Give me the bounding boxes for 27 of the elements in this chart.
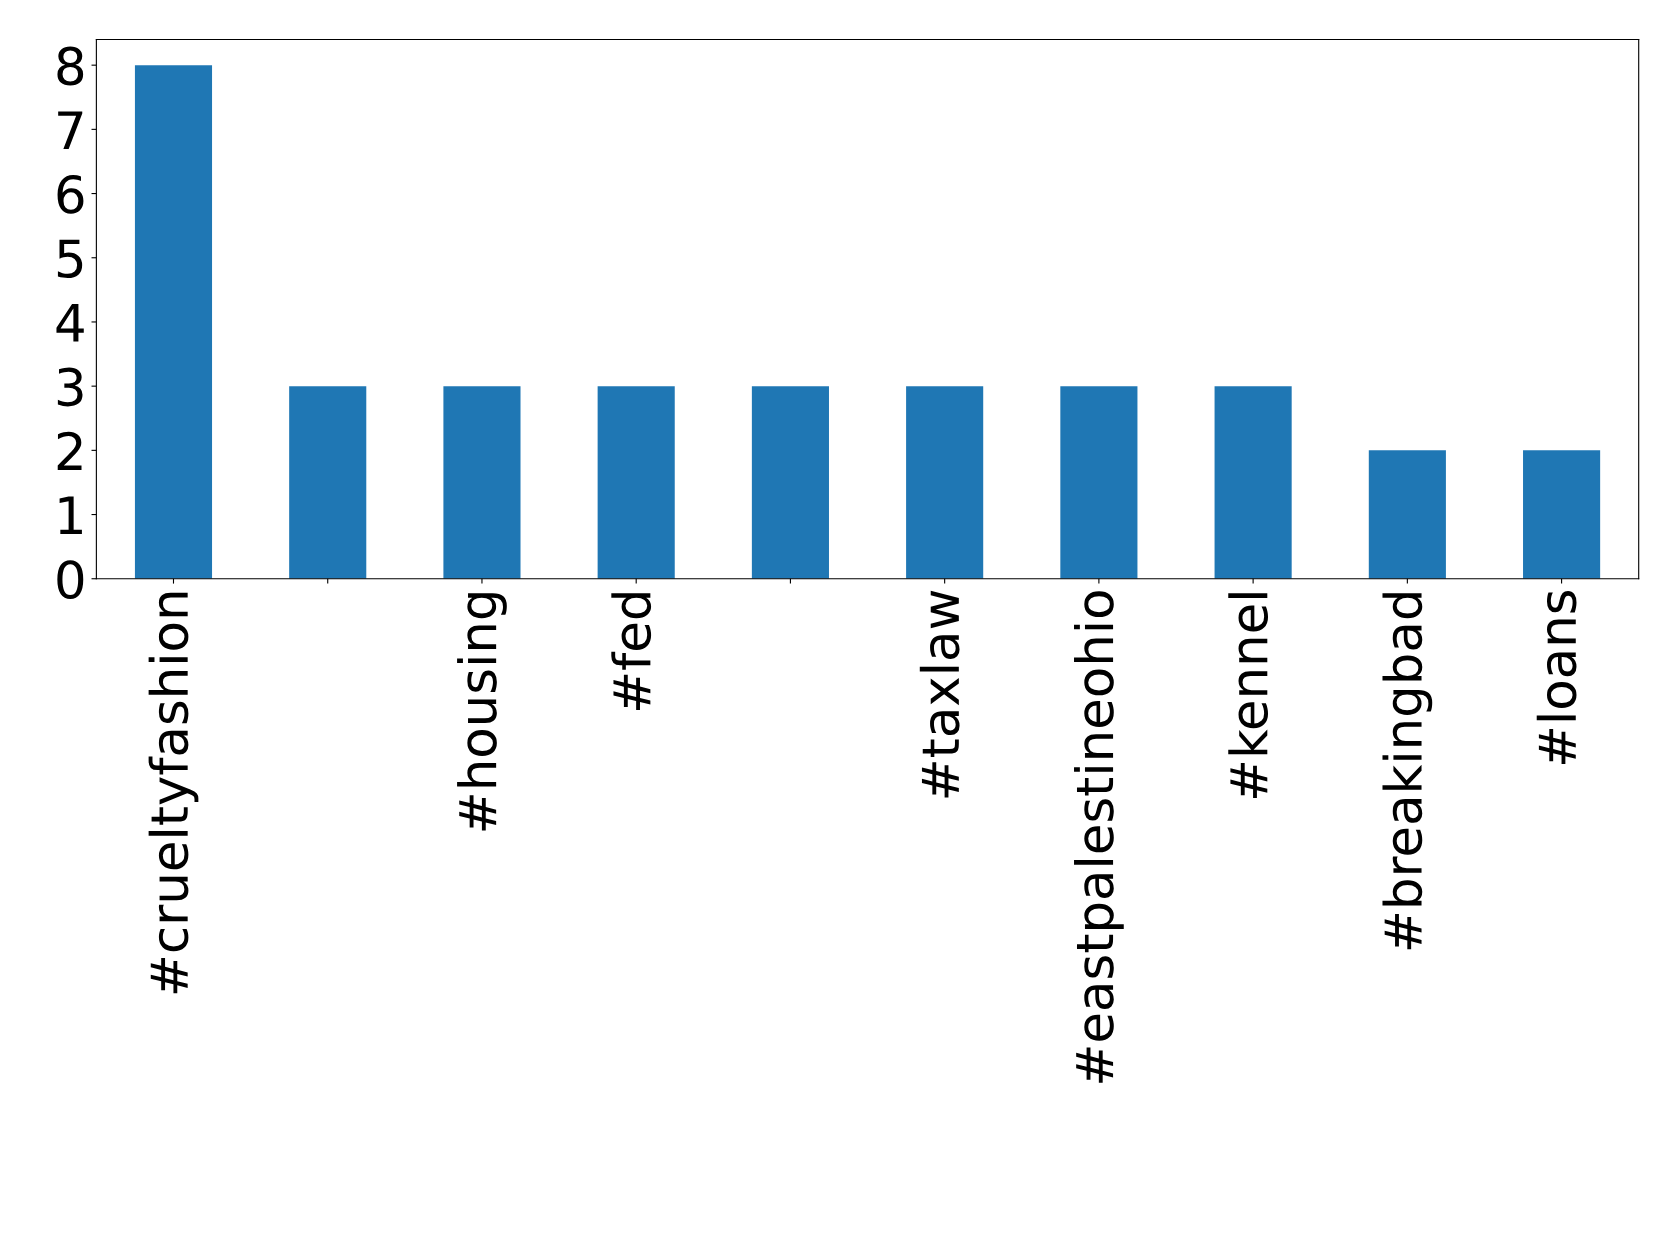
bar [289,386,367,579]
y-tick-label: 3 [57,367,83,407]
x-tick-label: #crueltyfashion [148,592,199,994]
bar [1214,386,1292,579]
x-tick-label: #fed [611,593,652,710]
bar [443,386,521,579]
y-tick-label: 7 [58,111,83,149]
y-tick-label: 8 [57,46,84,86]
bar [134,65,213,579]
y-tick-label: 5 [57,239,83,279]
x-tick-label: #breakingbad [1382,593,1433,950]
y-tick-label: 4 [56,304,84,342]
y-tick-label: 2 [57,431,82,470]
bar [597,386,675,579]
y-tick-label: 6 [57,174,84,214]
bar [751,386,829,579]
x-tick-label: #eastpalestineohio [1074,591,1124,1083]
bar [1060,386,1138,579]
x-tick-label: #kennel [1228,593,1269,799]
x-tick-label: #loans [1536,590,1577,765]
bar [1523,450,1601,579]
x-tick-label: #housing [457,593,507,831]
x-tick-label: #taxlaw [919,590,960,798]
bar [906,386,984,579]
y-tick-label: 1 [59,496,82,535]
y-tick-label: 0 [57,560,84,599]
bar [1368,450,1446,579]
